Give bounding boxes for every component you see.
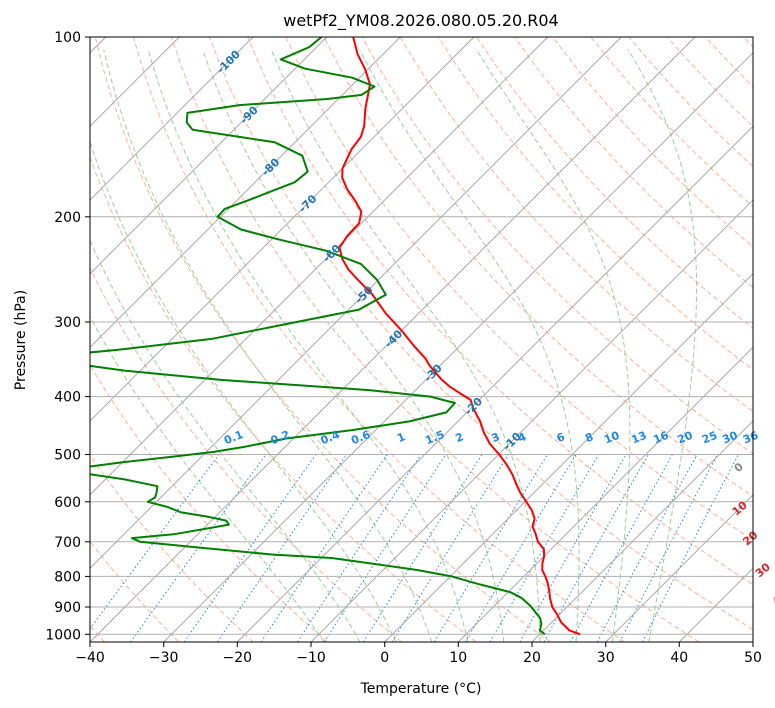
isotherm-line xyxy=(163,52,753,642)
isotherm-line xyxy=(457,346,753,642)
dry-adiabat-line xyxy=(90,155,477,642)
dry-adiabat-line xyxy=(90,540,180,642)
dry-adiabat-line xyxy=(361,37,753,455)
dewpoint-profile-line xyxy=(90,37,546,636)
dry-adiabat-line xyxy=(90,454,254,642)
isotherm-line xyxy=(236,125,753,642)
moist-adiabat-line xyxy=(476,49,631,642)
y-tick-label: 100 xyxy=(54,30,81,46)
moist-adiabat-line xyxy=(147,49,469,642)
isotherm-line xyxy=(310,199,753,642)
temperature-profile-line xyxy=(338,37,581,636)
y-tick-label: 800 xyxy=(54,569,81,585)
y-tick-label: 1000 xyxy=(45,627,81,643)
moist-adiabat-line xyxy=(202,49,505,642)
x-tick-label: 40 xyxy=(670,650,688,666)
moist-adiabat-line xyxy=(103,49,433,642)
isotherm-line xyxy=(90,37,475,422)
y-tick-label: 900 xyxy=(54,600,81,616)
mixing-ratio-label: 2 xyxy=(454,430,466,445)
dry-adiabat-line xyxy=(90,364,328,642)
mixing-ratio-line xyxy=(519,454,627,642)
mixing-ratio-label: 25 xyxy=(700,429,719,447)
moist-adiabat-line xyxy=(90,314,325,642)
mixing-ratio-line xyxy=(433,454,548,642)
x-axis-label: Temperature (°C) xyxy=(360,681,482,697)
mixing-ratio-line xyxy=(216,454,348,642)
y-tick-label: 300 xyxy=(54,315,81,331)
y-axis-ticks: 100 200 300 400 500 600 700 800 900 1000 xyxy=(45,30,90,643)
x-tick-label: 50 xyxy=(744,650,762,666)
mixing-ratio-label: 8 xyxy=(583,430,595,445)
mixing-ratio-line xyxy=(464,454,577,642)
mixing-ratio-line xyxy=(569,454,673,642)
dry-adiabat-line xyxy=(209,37,753,631)
x-tick-label: −10 xyxy=(296,650,326,666)
mixing-ratio-line xyxy=(489,454,600,642)
dry-adiabat-line xyxy=(285,37,753,541)
mixing-ratio-line xyxy=(596,454,698,642)
isotherm-line xyxy=(90,37,328,275)
x-axis-ticks: −40 −30 −20 −10 0 10 20 30 40 50 xyxy=(75,642,762,666)
moist-adiabat-line xyxy=(90,140,397,642)
x-tick-label: 10 xyxy=(449,650,467,666)
x-tick-label: 20 xyxy=(523,650,541,666)
x-tick-label: −30 xyxy=(149,650,179,666)
mixing-ratio-line xyxy=(90,454,220,630)
background-lines xyxy=(90,37,753,642)
y-tick-label: 400 xyxy=(54,390,81,406)
moist-adiabat-line xyxy=(359,49,580,642)
x-tick-label: 0 xyxy=(380,650,389,666)
isotherm-line xyxy=(384,273,753,642)
x-tick-label: −40 xyxy=(75,650,105,666)
mixing-ratio-label: 10 xyxy=(602,429,621,447)
isotherm-line xyxy=(90,37,401,348)
y-tick-label: 600 xyxy=(54,495,81,511)
dry-adiabat-line xyxy=(90,266,403,642)
dry-adiabat-line xyxy=(247,37,753,586)
isotherm-line xyxy=(90,37,254,201)
chart-title: wetPf2_YM08.2026.080.05.20.R04 xyxy=(283,11,558,31)
dry-adiabat-line xyxy=(171,37,700,642)
dry-adiabat-line xyxy=(514,37,753,289)
y-tick-label: 200 xyxy=(54,210,81,226)
y-tick-label: 500 xyxy=(54,448,81,464)
x-tick-label: 30 xyxy=(597,650,615,666)
axes-frame xyxy=(89,36,754,643)
mixing-ratio-line xyxy=(130,454,267,642)
dry-adiabat-line xyxy=(437,37,753,371)
mixing-ratio-line xyxy=(297,454,422,642)
y-axis-label: Pressure (hPa) xyxy=(13,290,29,390)
isotherm-line xyxy=(90,37,549,496)
plot-area xyxy=(90,37,753,642)
moist-adiabat-line xyxy=(90,239,361,642)
mixing-ratio-label: 20 xyxy=(676,429,695,447)
isotherm-line xyxy=(531,420,753,642)
mixing-ratio-label: 1 xyxy=(395,430,407,445)
isotherm-line xyxy=(90,37,696,642)
dry-adiabat-line xyxy=(94,37,551,642)
mixing-ratio-label: 13 xyxy=(629,429,648,447)
mixing-ratio-line xyxy=(323,454,447,642)
mixing-ratio-label: 36 xyxy=(741,429,760,447)
moist-adiabat-line xyxy=(270,49,541,642)
wet-bulb-label: 40 xyxy=(770,588,775,608)
mixing-ratio-label: 30 xyxy=(721,429,740,447)
mixing-ratio-label: 16 xyxy=(651,429,670,447)
x-tick-label: −20 xyxy=(223,650,253,666)
y-tick-label: 700 xyxy=(54,535,81,551)
dry-adiabat-line xyxy=(132,37,625,642)
moist-adiabat-line xyxy=(627,49,697,642)
data-series xyxy=(90,37,581,636)
mixing-ratio-line xyxy=(183,454,317,642)
isotherm-line xyxy=(605,494,753,642)
mixing-ratio-label: 3 xyxy=(490,430,502,445)
mixing-ratio-line xyxy=(260,454,388,642)
isotherm-line xyxy=(90,37,622,569)
